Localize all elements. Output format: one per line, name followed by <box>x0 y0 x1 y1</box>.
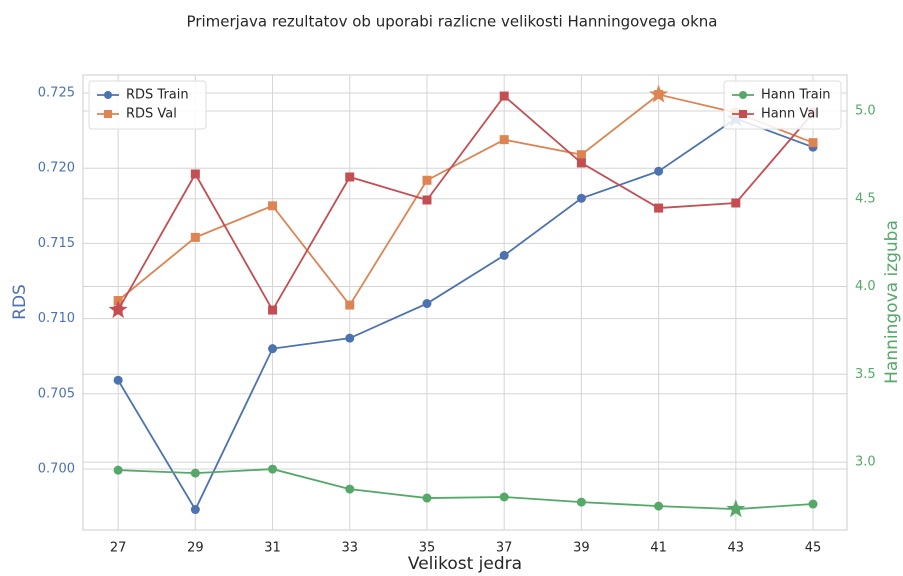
point <box>654 501 664 511</box>
point <box>422 195 432 205</box>
y-tick-label: 0.720 <box>38 161 75 176</box>
point <box>422 299 432 309</box>
legend-label: RDS Train <box>126 88 189 103</box>
point <box>268 305 278 315</box>
legend-box <box>723 80 842 130</box>
line <box>117 93 814 307</box>
x-tick-label: 31 <box>264 541 281 556</box>
point <box>190 232 200 242</box>
line <box>117 117 814 512</box>
point <box>576 150 586 160</box>
x-tick-label: 33 <box>341 541 358 556</box>
y-tick-label: 0.705 <box>38 386 75 401</box>
y2-tick-label: 3.5 <box>855 367 876 382</box>
y2-tick-label: 4.5 <box>855 191 876 206</box>
x-tick-label: 43 <box>728 541 745 556</box>
plot-frame <box>82 74 848 531</box>
legend-marker <box>739 110 747 118</box>
point <box>576 158 586 168</box>
point <box>345 484 355 494</box>
point <box>808 138 818 148</box>
chart-title: Primerjava rezultatov ob uporabi razlicn… <box>187 13 718 31</box>
y-tick-label: 0.710 <box>38 311 75 326</box>
best-marker <box>726 499 746 518</box>
point <box>268 201 278 211</box>
legend-box <box>88 80 207 130</box>
point <box>499 91 509 101</box>
point <box>268 344 278 354</box>
point <box>345 333 355 343</box>
x-tick-label: 27 <box>110 541 127 556</box>
y-tick-label: 0.700 <box>38 461 75 476</box>
x-tick-label: 35 <box>419 541 436 556</box>
point <box>190 169 200 179</box>
point <box>654 166 664 176</box>
y2-tick-label: 3.0 <box>855 455 876 470</box>
x-tick-label: 39 <box>573 541 590 556</box>
point <box>808 499 818 509</box>
x-tick-label: 37 <box>496 541 513 556</box>
legend-label: RDS Val <box>126 107 177 122</box>
legend-marker <box>739 91 747 99</box>
point <box>190 505 200 515</box>
y-tick-label: 0.725 <box>38 86 75 101</box>
y-axis-label: RDS <box>10 284 30 320</box>
point <box>422 493 432 503</box>
point <box>422 175 432 185</box>
legend-marker <box>104 110 112 118</box>
point <box>499 492 509 502</box>
y-tick-label: 0.715 <box>38 236 75 251</box>
point <box>654 203 664 213</box>
line <box>118 468 814 511</box>
best-marker <box>108 300 128 319</box>
y2-tick-label: 4.0 <box>855 279 876 294</box>
point <box>345 172 355 182</box>
x-tick-label: 29 <box>187 541 204 556</box>
legend-label: Hann Train <box>761 88 831 103</box>
point <box>345 300 355 310</box>
point <box>499 250 509 260</box>
point <box>268 464 278 474</box>
best-marker <box>649 84 669 103</box>
point <box>113 375 123 385</box>
y2-tick-label: 5.0 <box>855 103 876 118</box>
legend: RDS Train RDS Val <box>88 80 207 130</box>
point <box>731 198 741 208</box>
point <box>499 135 509 145</box>
x-axis-label: Velikost jedra <box>408 554 522 574</box>
point <box>113 465 123 475</box>
legend-label: Hann Val <box>761 107 819 122</box>
legend: Hann Train Hann Val <box>723 80 842 130</box>
y2-axis-label: Hanningova izguba <box>882 220 902 384</box>
line <box>117 94 814 312</box>
point <box>576 193 586 203</box>
x-tick-label: 41 <box>650 541 667 556</box>
point <box>190 468 200 478</box>
x-tick-label: 45 <box>805 541 822 556</box>
point <box>576 497 586 507</box>
legend-marker <box>104 91 112 99</box>
